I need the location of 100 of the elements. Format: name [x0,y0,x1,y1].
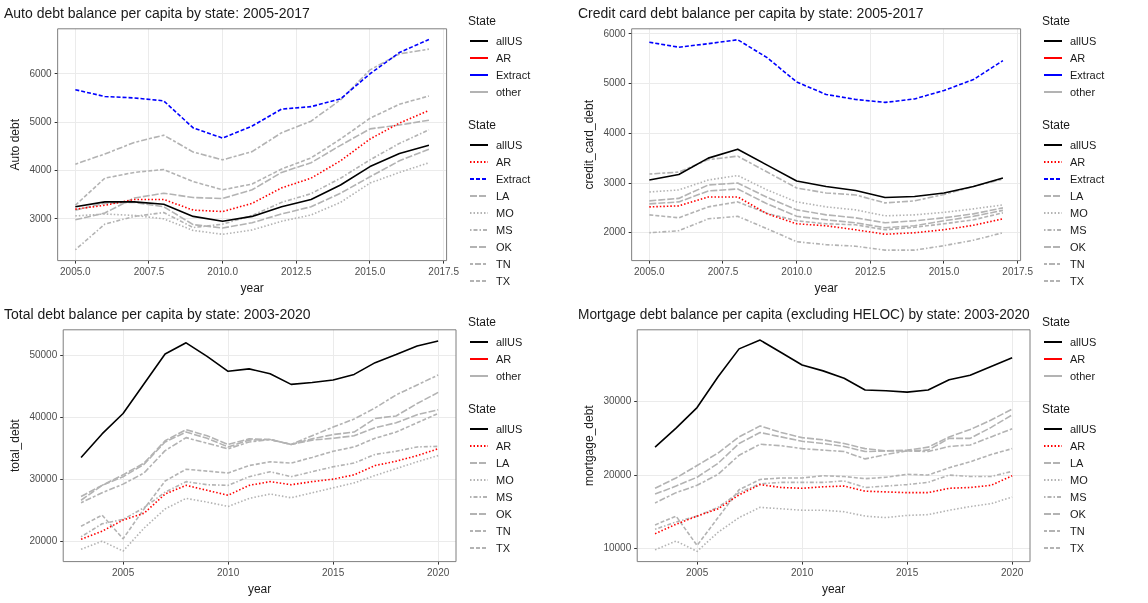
x-tick-label: 2010.0 [781,266,813,278]
y-tick-label: 4000 [29,164,53,176]
legend-label: MS [496,490,513,503]
text: State [1042,14,1071,28]
legend-label: MO [1070,206,1088,219]
chart-title: Credit card debt balance per capita by state: 2005-2017 [578,5,924,22]
legend-label: MO [496,473,514,486]
legend-label: LA [496,456,510,469]
y-axis-title: mortgage_debt [581,404,596,487]
text: State [468,315,497,329]
legend-label: Extract [1070,68,1105,81]
x-tick-label: 2020 [427,567,450,579]
legend-label: TX [496,541,511,554]
legend-label: OK [1070,240,1086,253]
text: Extract [496,172,531,185]
x-tick-label: 2015 [322,567,345,579]
chart-title: Mortgage debt balance per capita (excluding HELOC) by state: 2003-2020 [578,306,1030,323]
legend-label: OK [496,240,512,253]
legend-label: allUS [1070,138,1097,151]
text: AR [496,352,512,365]
legend-label: allUS [496,138,523,151]
y-tick-label: 3000 [29,212,53,224]
x-tick-label: 2017.5 [428,266,460,278]
y-tick-label: 6000 [603,27,627,39]
x-tick-label: 2015.0 [354,266,386,278]
legend-title: State [468,402,498,416]
text: allUS [1070,422,1097,435]
y-axis-title: Auto debt [7,118,22,171]
text: State [468,14,497,28]
legend-label: LA [1070,189,1084,202]
y-tick-label: 50000 [29,348,58,360]
chart-title: Total debt balance per capita by state: 2003-2020 [4,306,311,323]
x-tick-label: 2007.5 [133,266,165,278]
y-tick-label: 6000 [29,67,53,79]
y-axis-title: total_debt [7,418,22,473]
x-axis-title: year [814,281,838,296]
legend-label: allUS [496,335,523,348]
x-tick-label: 2010.0 [207,266,239,278]
legend-label: AR [1070,155,1086,168]
y-tick-label: 10000 [603,542,632,554]
x-axis-title: year [247,582,272,597]
legend-title: State [1042,118,1072,132]
y-tick-label: 5000 [29,115,53,127]
text: other [496,85,522,98]
x-tick-label: 2017.5 [1002,266,1034,278]
x-tick-label: 2005 [111,567,135,579]
y-tick-label: 30000 [29,472,58,484]
y-tick-label: 5000 [603,77,627,89]
legend-label: MS [496,223,513,236]
y-tick-label: 3000 [603,176,627,188]
text: State [1042,315,1071,329]
y-tick-label: 20000 [29,534,58,546]
x-tick-label: 2007.5 [707,266,739,278]
legend-label: AR [1070,439,1086,452]
legend-label: AR [496,155,512,168]
legend-label: TX [1070,274,1085,287]
text: AR [1070,51,1086,64]
legend-label: TN [1070,524,1085,537]
y-axis-title: credit_card_debt [581,99,596,190]
y-tick-label: 40000 [29,410,58,422]
legend-label: TX [496,274,511,287]
text: other [1070,369,1096,382]
legend-label: MS [1070,223,1087,236]
x-tick-label: 2015 [896,567,919,579]
legend-label: AR [496,439,512,452]
legend-label: MO [1070,473,1088,486]
legend-label: OK [496,507,512,520]
text: other [496,369,522,382]
chart-title: Auto debt balance per capita by state: 2005-2017 [4,5,311,22]
legend-label: TX [1070,541,1085,554]
text: allUS [1070,34,1097,47]
text: other [1070,85,1096,98]
text: allUS [496,34,523,47]
legend-label: OK [1070,507,1086,520]
x-axis-title: year [240,281,264,296]
x-tick-label: 2005.0 [634,266,666,278]
x-tick-label: 2005 [685,567,709,579]
x-tick-label: 2005.0 [60,266,92,278]
y-tick-label: 20000 [603,468,632,480]
text: Extract [1070,172,1105,185]
x-tick-label: 2012.5 [855,266,887,278]
legend-label: LA [496,189,510,202]
text: AR [496,51,512,64]
legend-label: MS [1070,490,1087,503]
legend-title: State [1042,402,1072,416]
legend-label: TN [496,257,511,270]
legend-label: LA [1070,456,1084,469]
legend-label: TN [496,524,511,537]
legend-label: Extract [496,68,531,81]
x-tick-label: 2010 [790,567,814,579]
x-tick-label: 2012.5 [281,266,313,278]
y-tick-label: 30000 [603,395,632,407]
x-axis-title: year [821,582,846,597]
y-tick-label: 2000 [603,226,627,238]
x-tick-label: 2010 [216,567,240,579]
x-tick-label: 2020 [1001,567,1024,579]
x-tick-label: 2015.0 [928,266,960,278]
text: allUS [496,422,523,435]
legend-title: State [468,118,498,132]
legend-label: TN [1070,257,1085,270]
